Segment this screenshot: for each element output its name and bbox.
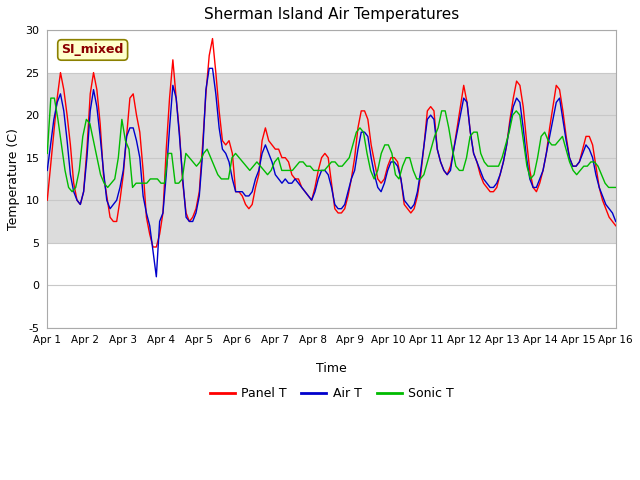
Title: Sherman Island Air Temperatures: Sherman Island Air Temperatures [204,7,459,22]
Y-axis label: Temperature (C): Temperature (C) [7,128,20,230]
Text: SI_mixed: SI_mixed [61,44,124,57]
X-axis label: Time: Time [316,362,347,375]
Bar [47,72,616,243]
Legend: Panel T, Air T, Sonic T: Panel T, Air T, Sonic T [205,382,458,405]
